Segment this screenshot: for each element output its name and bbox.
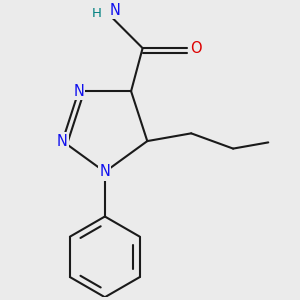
Text: N: N [110,3,121,18]
Text: N: N [73,84,84,99]
Text: N: N [99,164,110,179]
Text: O: O [190,40,202,56]
Text: H: H [91,7,101,20]
Text: N: N [57,134,68,148]
